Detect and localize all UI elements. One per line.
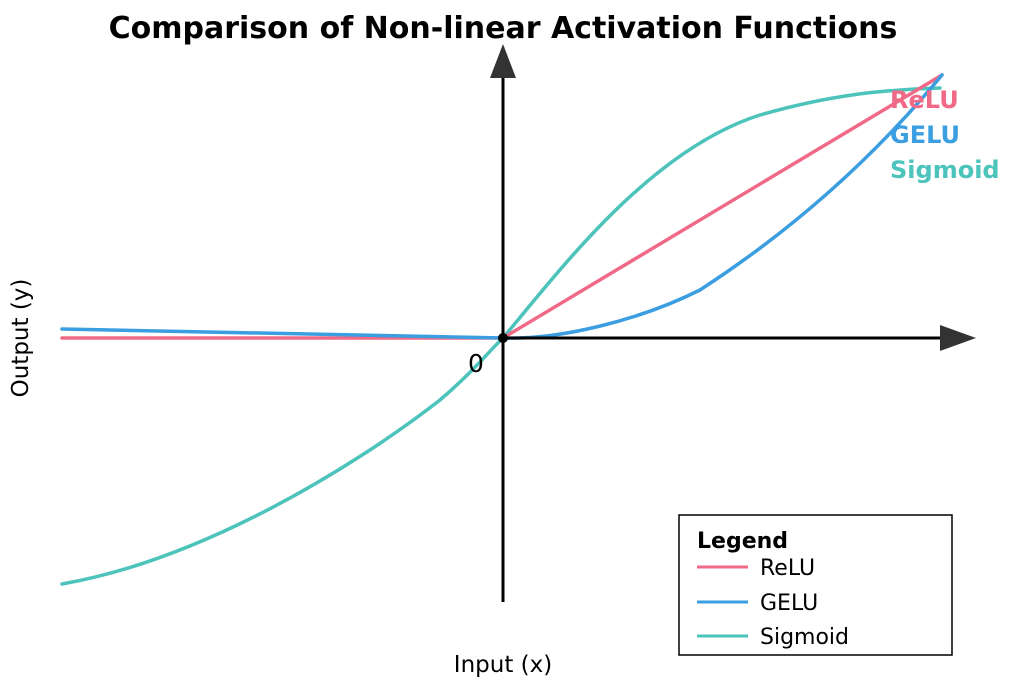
sigmoid-end-label: Sigmoid [890,156,1000,184]
legend-box [678,514,953,656]
x-axis-label: Input (x) [454,652,552,678]
legend-title: Legend [697,529,788,554]
legend-label-sigmoid: Sigmoid [760,625,849,650]
origin-point [498,333,508,343]
relu-end-label: ReLU [890,86,959,114]
legend-label-relu: ReLU [760,556,815,581]
diagram-title: Comparison of Non-linear Activation Func… [109,11,898,46]
x-axis-arrowhead [940,325,976,351]
gelu-curve [60,73,944,340]
gelu-end-label: GELU [890,121,960,149]
legend: Legend ReLU GELU Sigmoid [678,514,953,656]
origin-label: 0 [468,349,484,378]
legend-label-gelu: GELU [760,591,818,616]
y-axis-arrowhead [490,44,516,78]
y-axis-label: Output (y) [8,279,34,398]
